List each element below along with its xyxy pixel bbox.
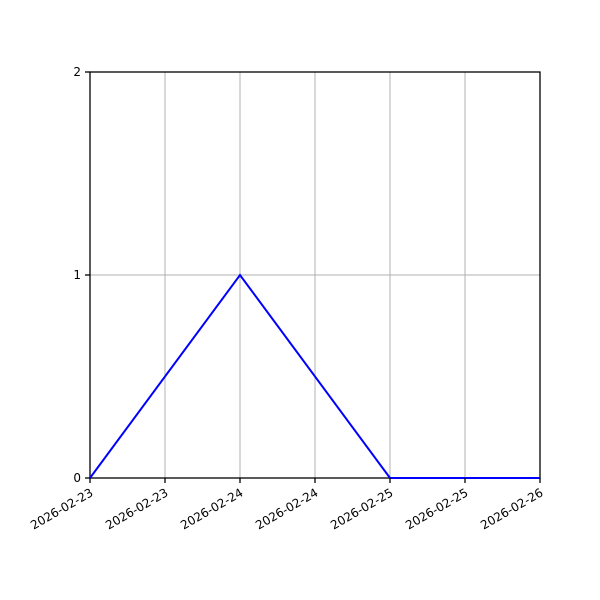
y-tick-label: 0	[73, 471, 81, 485]
x-tick-label: 2026-02-23	[103, 485, 170, 532]
tick-layer	[85, 71, 541, 483]
x-tick-label: 2026-02-24	[178, 485, 245, 532]
grid-layer	[89, 71, 541, 479]
x-tick-label: 2026-02-25	[328, 485, 395, 532]
x-tick-label: 2026-02-26	[478, 485, 545, 532]
x-tick-label: 2026-02-24	[253, 485, 320, 532]
y-tick-label: 2	[73, 65, 81, 79]
label-layer: 2026-02-23 2026-02-23 2026-02-24 2026-02-24…	[28, 65, 545, 532]
y-tick-label: 1	[73, 268, 81, 282]
x-tick-label: 2026-02-23	[28, 485, 95, 532]
x-tick-label: 2026-02-25	[403, 485, 470, 532]
